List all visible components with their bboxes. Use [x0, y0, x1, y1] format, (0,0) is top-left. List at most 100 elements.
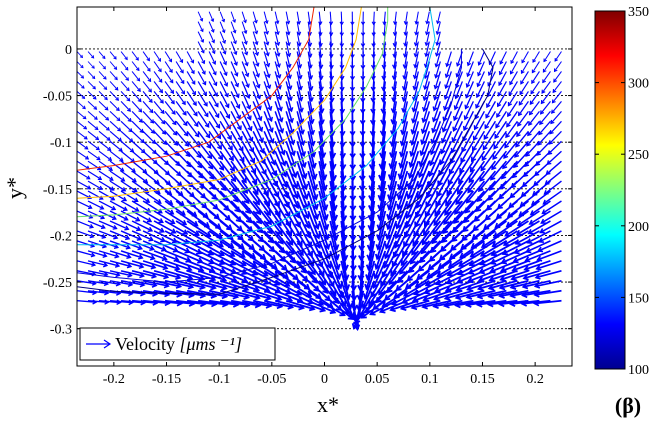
velocity-arrow — [443, 91, 453, 111]
velocity-arrow — [77, 71, 84, 79]
velocity-arrow-head — [203, 221, 211, 228]
velocity-arrow-head — [324, 253, 332, 260]
velocity-arrow-head — [416, 192, 423, 200]
velocity-arrow — [153, 110, 166, 124]
velocity-arrow-head — [444, 73, 450, 79]
velocity-arrow-head — [252, 188, 259, 196]
velocity-arrow-head — [401, 96, 407, 103]
velocity-arrow — [475, 190, 497, 212]
velocity-arrow-head — [394, 232, 401, 240]
velocity-arrow — [109, 250, 131, 258]
velocity-arrow — [488, 61, 496, 76]
velocity-arrow-head — [199, 183, 205, 189]
velocity-arrow-head — [200, 49, 205, 54]
velocity-arrow — [153, 51, 161, 62]
velocity-arrow-head — [465, 293, 473, 300]
velocity-arrow — [252, 51, 259, 67]
velocity-arrow — [87, 160, 101, 171]
velocity-arrow — [120, 230, 142, 241]
velocity-arrow — [296, 180, 309, 209]
velocity-arrow — [77, 230, 94, 238]
velocity-arrow-head — [476, 292, 484, 300]
velocity-arrow — [164, 230, 189, 244]
velocity-arrow — [131, 260, 156, 269]
velocity-arrow-head — [185, 152, 191, 158]
velocity-arrow — [434, 71, 441, 89]
velocity-arrow-head — [484, 124, 490, 130]
velocity-arrow — [463, 111, 475, 131]
velocity-arrow-head — [243, 19, 247, 24]
velocity-arrow — [307, 111, 314, 135]
velocity-arrow-head — [319, 119, 325, 125]
velocity-arrow-head — [380, 119, 386, 125]
velocity-arrow — [425, 41, 430, 57]
velocity-arrow — [497, 81, 507, 97]
velocity-arrow — [519, 200, 540, 217]
velocity-arrow — [87, 260, 108, 267]
velocity-arrow-head — [182, 229, 189, 235]
velocity-arrow — [252, 31, 258, 45]
velocity-arrow-head — [368, 185, 376, 192]
x-tick-label: -0.15 — [152, 372, 181, 387]
velocity-arrow — [552, 81, 562, 93]
velocity-arrow-head — [227, 145, 233, 151]
velocity-arrow-head — [273, 201, 280, 208]
velocity-arrow-head — [429, 149, 436, 156]
velocity-arrow — [296, 131, 305, 156]
velocity-arrow — [252, 270, 280, 286]
velocity-arrow-head — [382, 21, 387, 26]
velocity-arrow — [416, 170, 431, 199]
velocity-arrow-head — [400, 259, 407, 267]
velocity-arrow-head — [349, 245, 357, 252]
velocity-arrow — [285, 280, 312, 297]
velocity-arrow — [495, 210, 518, 229]
velocity-arrow-head — [380, 108, 387, 114]
velocity-arrow-head — [224, 92, 229, 98]
velocity-arrow — [542, 200, 562, 215]
velocity-arrow — [368, 220, 376, 250]
velocity-arrow-head — [388, 163, 395, 170]
velocity-arrow — [296, 61, 302, 79]
velocity-arrow — [403, 280, 430, 297]
velocity-arrow — [329, 200, 337, 230]
velocity-arrow-head — [498, 300, 505, 308]
velocity-arrow-head — [100, 224, 106, 230]
velocity-arrow — [386, 270, 408, 293]
velocity-arrow-head — [111, 205, 117, 211]
velocity-arrow — [87, 91, 97, 100]
velocity-arrow-head — [371, 32, 376, 37]
velocity-arrow — [531, 71, 540, 84]
velocity-arrow — [219, 250, 246, 267]
velocity-arrow — [318, 190, 328, 220]
velocity-arrow-head — [113, 66, 118, 70]
velocity-arrow-head — [390, 270, 397, 277]
velocity-arrow — [142, 81, 152, 93]
velocity-arrow — [388, 170, 398, 200]
velocity-arrow-head — [125, 87, 130, 92]
velocity-arrow-head — [265, 52, 270, 57]
velocity-arrow-head — [115, 271, 121, 278]
velocity-arrow — [492, 230, 518, 247]
velocity-arrow-head — [399, 304, 407, 312]
velocity-arrow — [131, 100, 142, 113]
velocity-arrow — [120, 190, 138, 202]
contour-line — [77, 49, 462, 283]
velocity-arrow-head — [413, 63, 418, 69]
velocity-arrow-head — [553, 68, 558, 73]
velocity-arrow-head — [190, 201, 197, 208]
velocity-arrow-head — [154, 179, 160, 185]
velocity-arrow — [186, 81, 196, 95]
velocity-arrow-head — [275, 31, 280, 36]
legend-arrow-head — [103, 339, 112, 349]
velocity-arrow — [220, 299, 249, 307]
velocity-arrow-head — [89, 233, 95, 239]
velocity-arrow-head — [209, 266, 216, 274]
velocity-arrow-head — [422, 96, 428, 102]
velocity-arrow-head — [349, 205, 357, 212]
velocity-arrow — [427, 260, 452, 279]
x-tick-label: 0 — [321, 372, 328, 387]
velocity-arrow-head — [169, 218, 176, 225]
velocity-arrow-head — [208, 164, 214, 170]
velocity-arrow — [87, 81, 96, 90]
velocity-arrow-head — [505, 133, 510, 139]
